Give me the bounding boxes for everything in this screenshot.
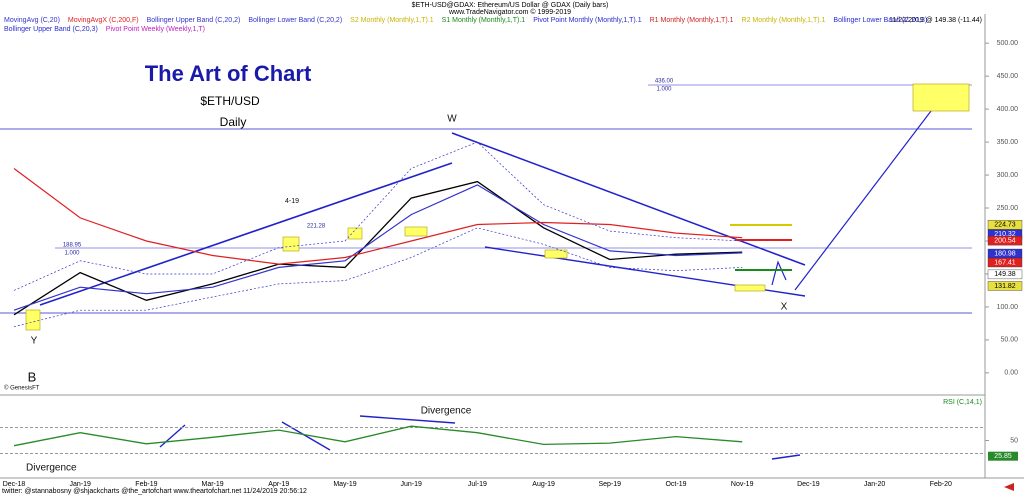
highlight-box [282,236,300,252]
x-tick-label: Dec-19 [797,481,820,488]
header-title: $ETH-USD@GDAX: Ethereum/US Dollar @ GDAX… [412,2,609,9]
legend-entry: S1 Monthly (Monthly,1,T).1 [442,17,526,24]
series-line [13,168,743,265]
legend-entry: Bollinger Lower Band (C,20,3) [833,17,927,24]
price-flag [987,269,1023,280]
price-flag [987,257,1023,268]
header-source: www.TradeNavigator.com © 1999-2019 [448,8,571,16]
highlight-box [25,309,41,331]
legend-entry: Bollinger Upper Band (C,20,2) [147,17,241,24]
annotation: 221.28 [307,224,326,230]
annotation: B [28,369,37,384]
x-tick-label: Dec-18 [3,481,26,488]
x-tick-label: Sep-19 [599,481,622,488]
annotation: © GenesisFT [4,385,40,392]
chart-subtitle: $ETH/USD [200,94,260,108]
last-value-flag [988,451,1018,461]
annotation: W [447,114,457,125]
legend-entry: R1 Monthly (Monthly,1,T).1 [650,17,734,24]
target-box [912,83,970,112]
legend-entry: Pivot Point Weekly (Weekly,1,T) [106,26,205,33]
y-tick-label: 0.00 [1004,370,1018,377]
y-tick-label: 50 [1010,437,1018,444]
y-tick-label: 350.00 [997,139,1019,146]
price-flag-label: 210.32 [994,231,1016,238]
legend-entry: R2 Monthly (Monthly,1,T).1 [742,17,826,24]
header-date: 11/22/2019 @ 149.38 (-11.44) [889,17,982,24]
y-tick-label: 400.00 [997,106,1019,113]
annotation: 436.00 [655,79,674,85]
rsi-title: RSI (C,14,1) [943,399,982,406]
annotation: 1.000 [656,87,672,93]
highlight-box [404,226,428,237]
price-flag [987,235,1023,246]
rsi-divergence-1 [159,424,186,448]
small-arrow [771,260,787,286]
rsi-divergence-2 [281,421,331,451]
price-flag-label: 149.38 [994,271,1016,278]
x-tick-label: Oct-19 [665,481,686,488]
series-line [13,425,743,447]
price-flag-label: 224.73 [994,222,1016,229]
price-flag-label: 131.82 [994,283,1016,290]
legend-entry: Bollinger Lower Band (C,20,2) [248,17,342,24]
x-tick-label: Jul-19 [468,481,487,488]
highlight-box [734,284,766,292]
legend-entry: S2 Monthly (Monthly,1,T).1 [350,17,434,24]
highlight-box [544,249,568,259]
footer: twitter: @stannabosny @shjackcharts @the… [2,488,307,495]
y-tick-label: 500.00 [997,40,1019,47]
x-tick-label: Nov-19 [731,481,754,488]
y-tick-label: 100.00 [997,304,1019,311]
rsi-divergence-3 [359,415,456,424]
chart-title: The Art of Chart [145,61,312,86]
y-tick-label: 450.00 [997,73,1019,80]
rsi-divergence-4 [771,454,801,460]
projection-arrow [794,85,951,291]
series-line [13,141,743,291]
legend-entry: Pivot Point Monthly (Monthly,1,T).1 [533,17,642,24]
price-flag-label: 200.54 [994,237,1016,244]
series-line [13,180,743,316]
annotation: Y [31,336,38,347]
price-flag [987,219,1023,230]
highlight-boxes [25,83,970,331]
x-tick-label: Apr-19 [268,481,289,488]
x-tick-label: Jan-19 [69,481,91,488]
price-flag [987,281,1023,291]
annotation: Divergence [421,406,472,417]
x-tick-label: May-19 [333,481,356,488]
annotation: 4-19 [285,198,299,205]
downtrend-upper [451,132,806,266]
x-tick-label: Feb-19 [135,481,157,488]
x-tick-label: Mar-19 [202,481,224,488]
timeframe: Daily [220,115,247,129]
annotation: 188.95 [63,243,82,249]
series-line [13,184,743,311]
y-tick-label: 250.00 [997,205,1019,212]
price-flag-label: 167.41 [994,259,1016,266]
uptrend-line [39,162,453,306]
y-tick-label: 50.00 [1000,337,1018,344]
x-tick-label: Aug-19 [532,481,555,488]
highlight-box [347,227,363,240]
x-tick-label: Jun-19 [400,481,422,488]
annotation: X [781,302,788,313]
legend-entry: MovingAvg (C,20) [4,17,60,24]
x-tick-label: Jan-20 [864,481,886,488]
annotation: 1.000 [64,251,80,257]
scroll-arrow[interactable] [1004,483,1014,491]
legend-entry: MovingAvgX (C,200,F) [68,17,139,24]
legend-entry: Bollinger Upper Band (C,20,3) [4,26,98,33]
x-tick-label: Feb-20 [930,481,952,488]
y-tick-label: 300.00 [997,172,1019,179]
annotation: Divergence [26,463,77,474]
last-value-label: 25.85 [994,453,1012,460]
price-flag-label: 180.98 [994,250,1016,257]
